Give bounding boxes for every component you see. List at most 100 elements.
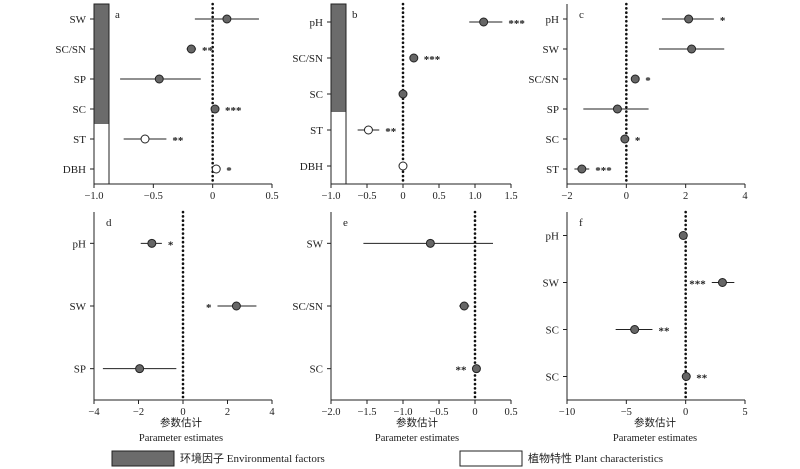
x-title-zh-e: 参数估计 bbox=[396, 416, 438, 429]
x-tick-label-d-1: −2 bbox=[133, 407, 144, 418]
group-bar-a-5 bbox=[94, 154, 109, 184]
x-tick-label-d-0: −4 bbox=[88, 407, 100, 418]
panel-letter-b: b bbox=[352, 9, 358, 21]
group-bar-b-3 bbox=[331, 112, 346, 148]
x-tick-label-f-3: 5 bbox=[742, 407, 747, 418]
y-label-f-1: SW bbox=[543, 278, 560, 290]
legend-label-plant: 植物特性 Plant characteristics bbox=[528, 451, 663, 465]
sig-mark-a-5: * bbox=[226, 165, 232, 177]
group-bar-a-0 bbox=[94, 4, 109, 34]
x-tick-label-b-1: −0.5 bbox=[357, 191, 376, 202]
sig-mark-f-2: ** bbox=[658, 326, 670, 338]
y-label-b-1: SC/SN bbox=[292, 53, 323, 65]
y-label-a-0: SW bbox=[70, 14, 87, 26]
x-tick-label-b-0: −1.0 bbox=[321, 191, 340, 202]
panel-letter-f: f bbox=[579, 217, 583, 229]
x-tick-label-a-2: 0 bbox=[210, 191, 215, 202]
sig-mark-f-1: *** bbox=[689, 279, 706, 291]
x-tick-label-e-5: 0.5 bbox=[504, 407, 517, 418]
y-label-a-2: SP bbox=[74, 74, 86, 86]
y-label-f-3: SC bbox=[546, 372, 559, 384]
y-label-e-2: SC bbox=[310, 364, 323, 376]
y-label-b-0: pH bbox=[310, 17, 324, 29]
point-a-0 bbox=[222, 14, 232, 24]
y-label-e-0: SW bbox=[307, 238, 324, 250]
x-tick-label-c-3: 4 bbox=[742, 191, 748, 202]
sig-mark-c-5: *** bbox=[595, 165, 612, 177]
y-label-d-0: pH bbox=[73, 238, 87, 250]
x-tick-label-e-1: −1.5 bbox=[357, 407, 376, 418]
point-d-1 bbox=[231, 301, 241, 311]
point-a-3 bbox=[210, 104, 220, 114]
x-title-zh-d: 参数估计 bbox=[160, 416, 202, 429]
panel-d: −4 −2 0 2 4 d pH * SW * SP bbox=[70, 210, 275, 418]
sig-mark-c-2: * bbox=[645, 75, 651, 87]
legend: 环境因子 Environmental factors 植物特性 Plant ch… bbox=[111, 450, 663, 467]
point-e-2 bbox=[471, 364, 481, 374]
x-tick-label-a-0: −1.0 bbox=[84, 191, 103, 202]
group-bar-a-1 bbox=[94, 34, 109, 64]
y-label-c-5: ST bbox=[546, 164, 559, 176]
sig-mark-d-1: * bbox=[206, 302, 212, 314]
panel-e: −2.0 −1.5 −1.0 −0.5 0 0.5 e SW SC/SN SC ** bbox=[292, 210, 518, 418]
x-tick-label-e-4: 0 bbox=[472, 407, 477, 418]
point-c-4 bbox=[620, 134, 630, 144]
point-a-5 bbox=[211, 164, 221, 174]
panel-a: −1.0 −0.5 0 0.5 a SW SC/SN ** SP SC *** ST ** DBH * bbox=[55, 2, 279, 202]
point-f-0 bbox=[678, 231, 688, 240]
x-tick-label-e-3: −0.5 bbox=[429, 407, 448, 418]
sig-mark-b-3: ** bbox=[385, 126, 397, 138]
group-bar-b-0 bbox=[331, 4, 346, 40]
point-a-2 bbox=[154, 74, 164, 84]
point-a-1 bbox=[186, 44, 196, 54]
sig-mark-e-2: ** bbox=[455, 365, 467, 377]
y-label-a-1: SC/SN bbox=[55, 44, 86, 56]
y-label-b-2: SC bbox=[310, 89, 323, 101]
axis-titles: 参数估计 Parameter estimates 参数估计 Parameter … bbox=[139, 416, 697, 444]
x-tick-label-f-1: −5 bbox=[621, 407, 632, 418]
y-label-b-4: DBH bbox=[300, 161, 323, 173]
sig-mark-a-3: *** bbox=[225, 105, 242, 117]
x-tick-label-b-5: 1.5 bbox=[504, 191, 517, 202]
point-c-1 bbox=[687, 44, 697, 54]
point-b-3 bbox=[363, 125, 373, 135]
y-label-d-2: SP bbox=[74, 364, 86, 376]
point-b-1 bbox=[409, 53, 419, 63]
sig-mark-b-0: *** bbox=[508, 18, 525, 30]
x-title-en-f: Parameter estimates bbox=[613, 433, 697, 444]
y-label-a-5: DBH bbox=[63, 164, 86, 176]
point-c-5 bbox=[577, 164, 587, 174]
point-a-4 bbox=[140, 134, 150, 144]
panel-letter-c: c bbox=[579, 9, 584, 21]
y-label-c-1: SW bbox=[543, 44, 560, 56]
y-label-c-0: pH bbox=[546, 14, 560, 26]
y-label-e-1: SC/SN bbox=[292, 301, 323, 313]
x-tick-label-f-0: −10 bbox=[559, 407, 575, 418]
legend-swatch-env bbox=[111, 450, 175, 467]
x-tick-label-b-4: 1.0 bbox=[468, 191, 481, 202]
point-c-0 bbox=[684, 14, 694, 24]
x-tick-label-c-0: −2 bbox=[561, 191, 572, 202]
x-tick-label-e-2: −1.0 bbox=[393, 407, 412, 418]
point-d-2 bbox=[135, 364, 145, 374]
panel-b: −1.0 −0.5 0 0.5 1.0 1.5 b pH *** SC/SN *** SC ST ** DB… bbox=[292, 2, 525, 202]
y-label-f-0: pH bbox=[546, 231, 560, 243]
x-tick-label-c-1: 0 bbox=[624, 191, 629, 202]
point-e-1 bbox=[459, 301, 469, 311]
y-label-a-4: ST bbox=[73, 134, 86, 146]
x-tick-label-d-3: 2 bbox=[225, 407, 230, 418]
sig-mark-c-4: * bbox=[635, 135, 641, 147]
y-label-a-3: SC bbox=[73, 104, 86, 116]
panel-c: −2 0 2 4 c pH * SW SC/SN * SP SC * ST *** bbox=[528, 2, 748, 202]
y-label-b-3: ST bbox=[310, 125, 323, 137]
panel-letter-d: d bbox=[106, 217, 112, 229]
point-c-2 bbox=[630, 74, 640, 84]
point-f-2 bbox=[630, 325, 640, 334]
x-tick-label-a-1: −0.5 bbox=[144, 191, 163, 202]
x-tick-label-f-2: 0 bbox=[683, 407, 688, 418]
point-b-0 bbox=[479, 17, 489, 27]
panel-f: −10 −5 0 5 f pH SW *** SC ** SC ** bbox=[543, 210, 748, 418]
legend-label-env: 环境因子 Environmental factors bbox=[180, 451, 325, 465]
group-bar-a-2 bbox=[94, 64, 109, 94]
